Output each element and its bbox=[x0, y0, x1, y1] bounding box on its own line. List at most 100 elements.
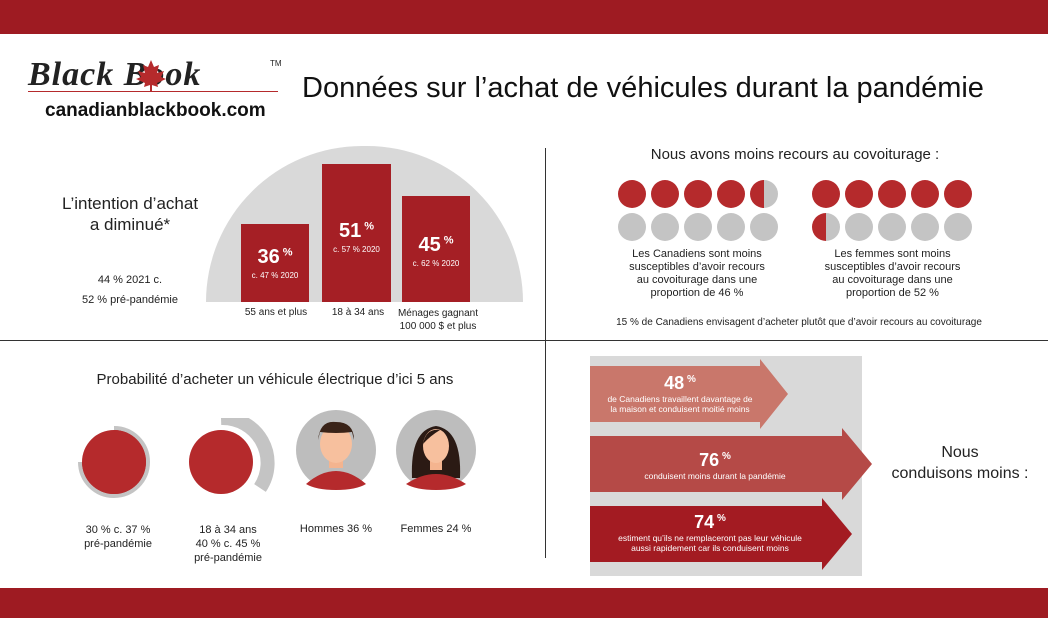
ev-heading: Probabilité d’acheter un véhicule électr… bbox=[96, 371, 454, 388]
arrow-value: 48 bbox=[664, 373, 685, 393]
carpool-footnote: 15 % de Canadiens envisagent d’acheter p… bbox=[616, 317, 982, 328]
caption-line: pré-pandémie bbox=[194, 552, 262, 564]
caption-line: proportion de 46 % bbox=[650, 287, 744, 299]
carpool-dot bbox=[684, 213, 712, 241]
intention-note: 44 % 2021 c. 52 % pré-pandémie bbox=[55, 270, 205, 310]
intention-bar-55: 36 % c. 47 % 2020 bbox=[241, 224, 309, 302]
caption-line: 18 à 34 ans bbox=[199, 524, 257, 536]
intention-heading: L’intention d’achat a diminué* bbox=[55, 193, 205, 235]
logo-name: Black Book bbox=[28, 56, 202, 93]
intention-note-line1: 44 % 2021 c. bbox=[97, 274, 163, 286]
woman-avatar-icon bbox=[396, 410, 476, 490]
ev-caption-men: Hommes 36 % bbox=[299, 523, 373, 535]
arrow-desc: de Canadiens travaillent davantage de bbox=[607, 394, 753, 404]
carpool-dots-group-1 bbox=[618, 180, 780, 241]
ev-donut-18-34 bbox=[189, 418, 275, 494]
logo-underline bbox=[28, 91, 278, 92]
carpool-dot bbox=[812, 180, 840, 208]
carpool-dot bbox=[944, 213, 972, 241]
arrow-desc: la maison et conduisent moitié moins bbox=[610, 404, 750, 414]
arrow-value: 74 bbox=[694, 512, 715, 532]
maple-leaf-icon bbox=[136, 60, 166, 91]
caption-line: 30 % c. 37 % bbox=[85, 524, 151, 536]
caption-line: au covoiturage dans une bbox=[832, 274, 953, 286]
arrow-value: 76 bbox=[699, 450, 720, 470]
arrow-unit: % bbox=[716, 513, 726, 524]
caption-line: au covoiturage dans une bbox=[636, 274, 758, 286]
arrow-74 bbox=[590, 498, 852, 570]
driving-heading-line2: conduisons moins : bbox=[891, 465, 1029, 482]
carpool-caption-2: Les femmes sont moins susceptibles d’avo… bbox=[805, 248, 980, 300]
intention-heading-line2: a diminué* bbox=[89, 215, 171, 234]
carpool-dot bbox=[717, 213, 745, 241]
horizontal-divider bbox=[0, 340, 1048, 341]
carpool-dot bbox=[684, 180, 712, 208]
intention-heading-line1: L’intention d’achat bbox=[61, 194, 199, 213]
carpool-dot bbox=[878, 213, 906, 241]
caption-line: Les femmes sont moins bbox=[834, 248, 951, 260]
carpool-dot bbox=[845, 180, 873, 208]
arrow-unit: % bbox=[686, 374, 696, 385]
trademark: TM bbox=[270, 59, 282, 68]
bar-sub: c. 57 % 2020 bbox=[333, 245, 380, 254]
intention-note-line2: 52 % pré-pandémie bbox=[81, 294, 178, 306]
carpool-dot bbox=[812, 213, 840, 241]
arrow-48-text: 48 % de Canadiens travaillent davantage … bbox=[590, 373, 770, 414]
carpool-dot bbox=[911, 213, 939, 241]
ev-caption-women: Femmes 24 % bbox=[400, 523, 472, 535]
bottom-band bbox=[0, 588, 1048, 618]
bar-unit: % bbox=[364, 220, 375, 233]
carpool-dots-group-2 bbox=[812, 180, 974, 241]
arrow-76-text: 76 % conduisent moins durant la pandémie bbox=[590, 450, 840, 481]
caption-line: pré-pandémie bbox=[84, 538, 152, 550]
carpool-dot bbox=[618, 180, 646, 208]
ev-caption-18-34: 18 à 34 ans 40 % c. 45 % pré-pandémie bbox=[178, 523, 278, 565]
bar-label-line1: Ménages gagnant bbox=[397, 308, 479, 319]
carpool-dot bbox=[750, 213, 778, 241]
bar-value: 51 bbox=[338, 220, 362, 242]
vertical-divider bbox=[545, 148, 546, 558]
carpool-dot bbox=[750, 180, 778, 208]
intention-bar-households: 45 % c. 62 % 2020 bbox=[402, 196, 470, 302]
bar-label-18-34: 18 à 34 ans bbox=[331, 307, 385, 318]
carpool-dot bbox=[651, 180, 679, 208]
page-title: Données sur l’achat de véhicules durant … bbox=[302, 72, 984, 104]
bar-label-households: Ménages gagnant 100 000 $ et plus bbox=[393, 307, 483, 333]
arrow-desc: aussi rapidement car ils conduisent moin… bbox=[631, 543, 789, 553]
carpool-dot bbox=[944, 180, 972, 208]
caption-line: susceptibles d’avoir recours bbox=[629, 261, 765, 273]
caption-line: Les Canadiens sont moins bbox=[632, 248, 762, 260]
arrow-48 bbox=[590, 359, 788, 429]
logo-url[interactable]: canadianblackbook.com bbox=[45, 100, 266, 121]
carpool-dot bbox=[845, 213, 873, 241]
logo: Black Book bbox=[28, 56, 201, 94]
caption-line: 40 % c. 45 % bbox=[195, 538, 261, 550]
arrow-74-text: 74 % estiment qu’ils ne remplaceront pas… bbox=[590, 512, 830, 553]
ev-caption-all: 30 % c. 37 % pré-pandémie bbox=[68, 523, 168, 551]
carpool-dot bbox=[717, 180, 745, 208]
carpool-dot bbox=[911, 180, 939, 208]
driving-heading-line1: Nous bbox=[941, 444, 979, 461]
top-band bbox=[0, 0, 1048, 34]
caption-line: susceptibles d’avoir recours bbox=[824, 261, 961, 273]
carpool-dot bbox=[878, 180, 906, 208]
bar-label-line2: 100 000 $ et plus bbox=[399, 321, 477, 332]
arrow-76 bbox=[590, 428, 872, 500]
bar-sub: c. 47 % 2020 bbox=[251, 271, 299, 280]
bar-unit: % bbox=[282, 246, 293, 259]
bar-value: 36 bbox=[257, 246, 280, 268]
carpool-dot bbox=[618, 213, 646, 241]
bar-value: 45 bbox=[418, 234, 441, 256]
bar-unit: % bbox=[443, 234, 454, 247]
arrow-unit: % bbox=[721, 451, 731, 462]
driving-arrows bbox=[590, 359, 872, 570]
bar-label-55: 55 ans et plus bbox=[244, 307, 308, 318]
carpool-caption-1: Les Canadiens sont moins susceptibles d’… bbox=[612, 248, 782, 300]
ev-donut-all bbox=[78, 418, 150, 498]
arrow-desc: conduisent moins durant la pandémie bbox=[644, 471, 786, 481]
carpool-heading: Nous avons moins recours au covoiturage … bbox=[650, 146, 940, 163]
arrow-desc: estiment qu’ils ne remplaceront pas leur… bbox=[618, 533, 802, 543]
caption-line: proportion de 52 % bbox=[846, 287, 939, 299]
driving-heading: Nous conduisons moins : bbox=[880, 442, 1040, 484]
bar-sub: c. 62 % 2020 bbox=[412, 259, 460, 268]
